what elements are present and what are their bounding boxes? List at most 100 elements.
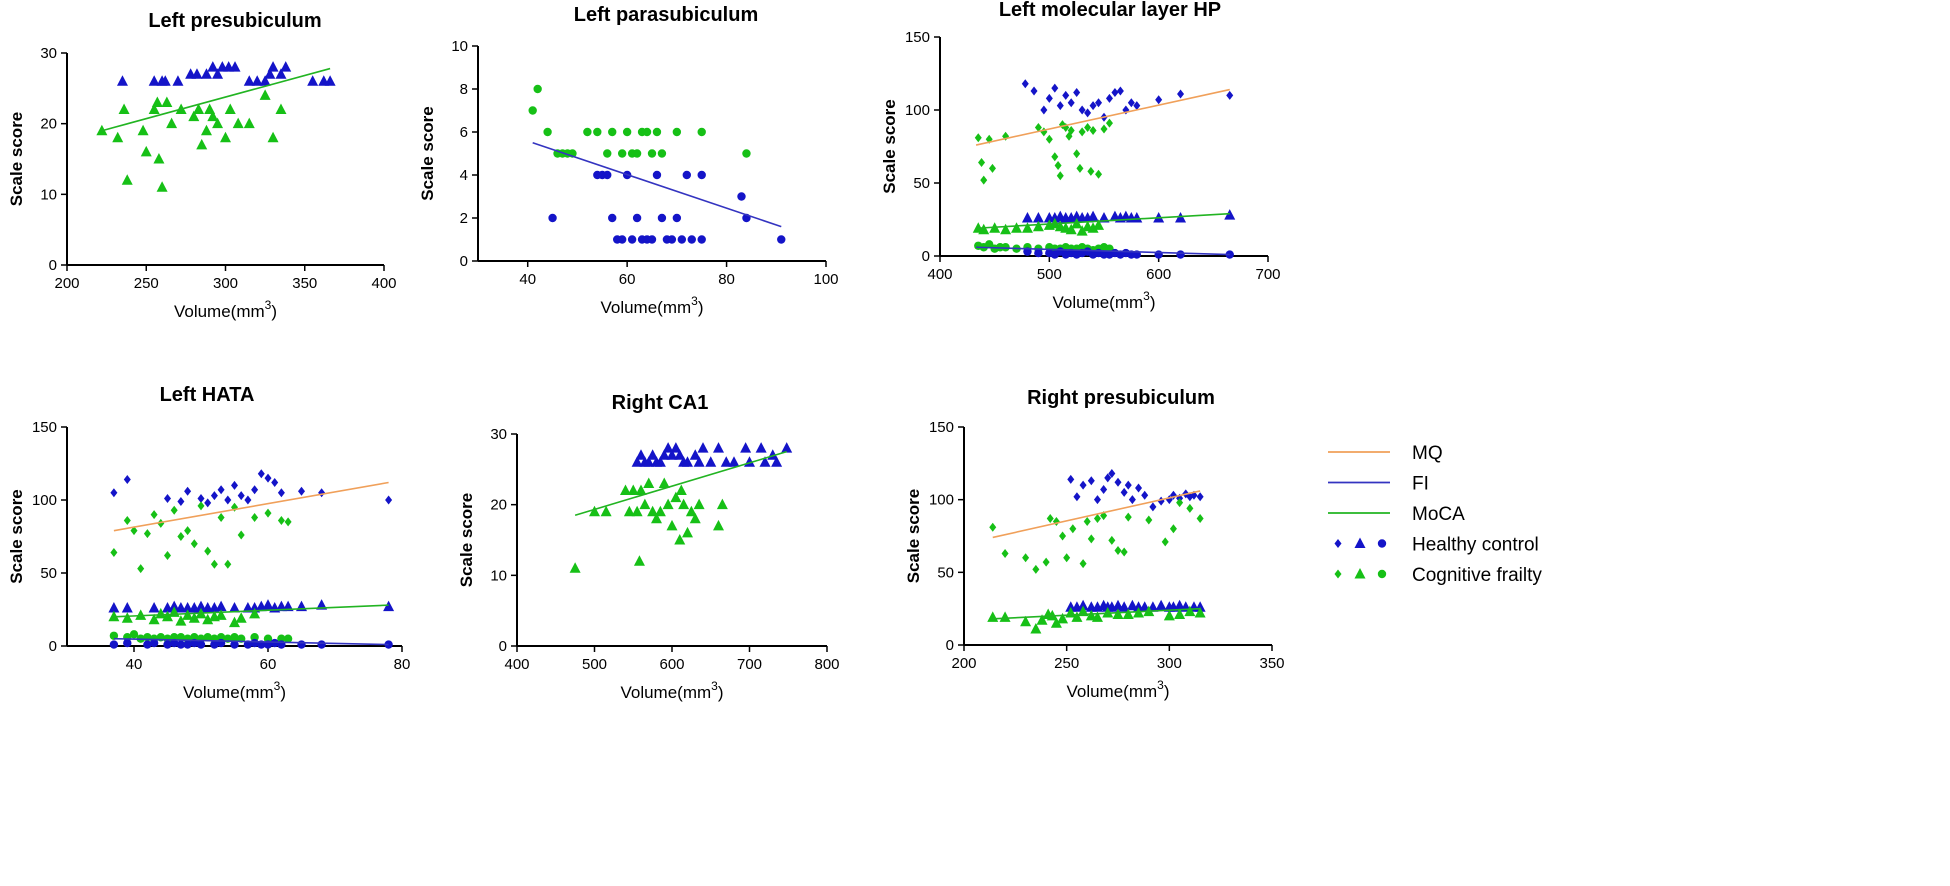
data-point xyxy=(617,235,627,244)
data-point xyxy=(693,498,705,510)
legend-item: Cognitive frailty xyxy=(1334,565,1542,586)
data-point xyxy=(1186,503,1194,513)
y-tick-label: 150 xyxy=(929,419,954,436)
data-point xyxy=(643,477,655,488)
data-point xyxy=(548,213,557,223)
chart-title: Left molecular layer HP xyxy=(999,0,1221,21)
data-point xyxy=(533,84,542,94)
data-point xyxy=(202,613,214,625)
x-tick-label: 500 xyxy=(1037,266,1062,283)
data-point xyxy=(1073,492,1081,502)
chart-title: Left presubiculum xyxy=(148,10,321,32)
data-point xyxy=(175,615,187,626)
data-point xyxy=(123,515,131,525)
data-point xyxy=(110,488,118,498)
data-point xyxy=(1087,210,1099,222)
data-point xyxy=(251,75,263,86)
data-point xyxy=(148,75,160,86)
y-axis-label: Scale score xyxy=(418,106,437,201)
data-point xyxy=(1000,223,1012,235)
x-tick-label: 400 xyxy=(504,656,529,673)
data-point xyxy=(203,633,212,642)
data-point xyxy=(989,522,997,532)
chart-title: Right presubiculum xyxy=(1027,387,1215,409)
data-point xyxy=(164,550,171,560)
data-point xyxy=(1021,222,1033,233)
data-point xyxy=(687,235,696,244)
data-point xyxy=(1069,524,1077,534)
y-tick-label: 0 xyxy=(499,638,507,655)
fit-line xyxy=(532,141,782,228)
data-point xyxy=(212,117,224,129)
data-point xyxy=(543,127,552,137)
data-point xyxy=(172,75,184,86)
data-point xyxy=(182,609,194,620)
data-point xyxy=(1098,212,1110,223)
data-point xyxy=(217,485,225,495)
data-point xyxy=(1169,524,1177,534)
data-point xyxy=(600,505,612,517)
data-point xyxy=(1116,86,1124,96)
chart-title: Right CA1 xyxy=(612,392,709,414)
x-tick-label: 60 xyxy=(619,271,636,288)
data-point xyxy=(151,96,163,107)
legend-swatch-triangle xyxy=(1354,537,1366,548)
data-point xyxy=(271,477,279,487)
data-point xyxy=(280,61,292,72)
data-point xyxy=(1118,601,1130,612)
chart-panel: Left parasubiculum 0 2 4 6 8 10 40 60 80 100 Volume… xyxy=(418,4,839,317)
data-series xyxy=(631,442,793,467)
data-point xyxy=(282,600,294,612)
y-tick-label: 150 xyxy=(32,419,57,436)
data-point xyxy=(183,640,192,649)
data-series xyxy=(974,118,1113,185)
data-point xyxy=(121,174,133,185)
legend-label: MQ xyxy=(1412,443,1443,464)
data-point xyxy=(1100,484,1108,494)
data-point xyxy=(1120,487,1128,497)
data-point xyxy=(662,498,674,510)
data-point xyxy=(191,68,203,79)
x-tick-label: 350 xyxy=(1259,655,1284,672)
data-point xyxy=(1034,123,1042,133)
data-point xyxy=(1079,480,1087,490)
data-point xyxy=(1163,609,1175,621)
y-tick-label: 10 xyxy=(490,567,507,584)
data-point xyxy=(1093,514,1101,524)
data-point xyxy=(1108,469,1116,479)
data-point xyxy=(1093,219,1105,230)
data-point xyxy=(283,634,293,643)
data-point xyxy=(603,149,612,158)
data-point xyxy=(200,124,212,136)
chart-panel: Right presubiculum 0 50 100 150 200 250 300 350 V… xyxy=(904,387,1285,701)
data-series xyxy=(987,605,1206,634)
data-point xyxy=(157,518,165,528)
data-point xyxy=(224,495,232,505)
data-point xyxy=(275,103,287,115)
data-point xyxy=(129,630,139,639)
data-point xyxy=(608,127,617,137)
data-point xyxy=(297,640,306,649)
data-point xyxy=(168,600,180,612)
data-point xyxy=(1091,611,1103,622)
data-point xyxy=(148,602,160,613)
data-point xyxy=(229,602,240,613)
data-point xyxy=(1021,212,1033,223)
data-point xyxy=(631,505,643,517)
data-point xyxy=(682,456,693,467)
data-point xyxy=(622,127,632,137)
x-tick-label: 600 xyxy=(659,656,684,673)
data-point xyxy=(1057,612,1069,624)
data-point xyxy=(1184,605,1196,617)
data-point xyxy=(658,449,670,460)
data-point xyxy=(627,235,637,244)
data-point xyxy=(697,127,706,137)
data-point xyxy=(980,175,988,185)
data-point xyxy=(267,61,279,72)
chart-panel: Right CA1 0 10 20 30 400 500 600 700 800 Volume(mm… xyxy=(457,392,840,702)
fit-line xyxy=(975,88,1230,146)
data-point xyxy=(647,505,659,517)
chart-panel: Left presubiculum 0 10 20 30 200 250 300 350 400 V… xyxy=(7,10,397,321)
data-point xyxy=(1034,248,1043,258)
data-point xyxy=(162,610,173,622)
